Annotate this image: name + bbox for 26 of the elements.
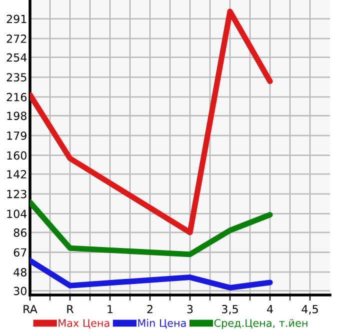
y-tick-label: 254	[6, 53, 27, 62]
y-tick-label: 272	[6, 34, 26, 43]
y-tick-label: 142	[7, 170, 26, 178]
y-tick-label: 160	[7, 151, 26, 160]
x-tick-label: 2	[147, 304, 152, 314]
y-tick-label: 123	[7, 190, 26, 198]
y-tick-label: 198	[7, 112, 26, 120]
x-tick-label: 3	[187, 304, 193, 314]
legend-label: Сред.Цена, т.йен	[214, 318, 308, 329]
y-tick-label: 48	[14, 268, 26, 276]
y-tick-label: 67	[14, 248, 26, 257]
legend-label: Max Цена	[58, 319, 110, 328]
y-tick-label: 104	[7, 210, 27, 218]
y-tick-label: 235	[6, 73, 26, 82]
x-tick-label: 4,5	[302, 305, 318, 314]
x-tick-label: 1	[108, 305, 113, 314]
y-tick-label: 30	[14, 286, 26, 296]
x-tick-label: RA	[24, 305, 38, 314]
y-tick-label: 86	[14, 228, 27, 237]
x-tick-label: R	[67, 305, 74, 314]
y-tick-label: 291	[6, 14, 26, 24]
y-tick-label: 216	[6, 92, 27, 102]
x-tick-label: 3,5	[222, 304, 238, 314]
y-tick-label: 179	[7, 131, 26, 140]
legend-label: Min Цена	[138, 318, 186, 328]
x-tick-label: 4	[267, 305, 273, 314]
